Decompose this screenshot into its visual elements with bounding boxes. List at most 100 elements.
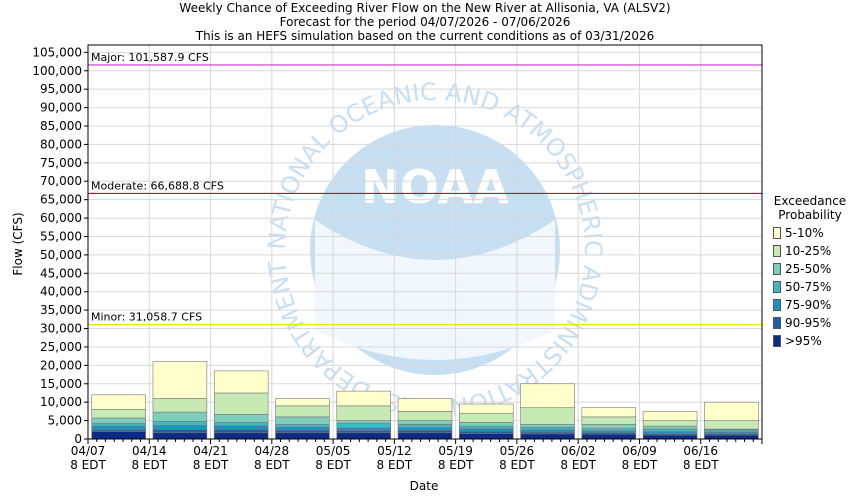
bar-segment	[213, 414, 269, 423]
legend-label: >95%	[785, 334, 822, 348]
x-tick-label-date: 04/21	[193, 444, 228, 458]
bar-segment	[459, 430, 514, 434]
bar-segment	[91, 425, 146, 431]
x-tick-label-time: 8 EDT	[560, 458, 596, 472]
bar-segment	[91, 422, 146, 427]
x-tick-label-date: 06/09	[622, 444, 657, 458]
x-tick-label-time: 8 EDT	[683, 458, 719, 472]
legend-item: 90-95%	[770, 314, 850, 332]
week-bar	[397, 398, 453, 440]
y-axis-title: Flow (CFS)	[11, 212, 25, 275]
bar-segment	[581, 433, 637, 440]
bar-segment	[91, 431, 146, 440]
x-tick-label-time: 8 EDT	[622, 458, 658, 472]
x-tick-label-time: 8 EDT	[315, 458, 351, 472]
bar-segment	[152, 411, 208, 422]
legend-item: >95%	[770, 332, 850, 350]
bar-segment	[397, 429, 453, 434]
x-tick-label-time: 8 EDT	[131, 458, 167, 472]
bar-segment	[213, 370, 269, 394]
bar-segment	[581, 428, 637, 432]
y-tick-label: 100,000	[32, 64, 82, 78]
bar-segment	[336, 422, 391, 429]
x-tick-label-time: 8 EDT	[499, 458, 535, 472]
legend-label: 90-95%	[785, 316, 832, 330]
bar-segment	[213, 425, 269, 430]
bar-segment	[520, 383, 575, 409]
x-tick-label-date: 05/26	[500, 444, 535, 458]
bar-segment	[152, 421, 208, 426]
bar-segment	[275, 432, 330, 440]
x-tick-label-time: 8 EDT	[438, 458, 474, 472]
bar-segment	[704, 401, 759, 421]
y-tick-label: 70,000	[40, 174, 82, 188]
bar-segment	[336, 390, 391, 407]
legend-title-line-1: Exceedance	[773, 194, 847, 208]
x-axis-title: Date	[410, 479, 439, 493]
bar-segment	[459, 428, 514, 432]
x-tick-label-date: 04/07	[71, 444, 106, 458]
legend-label: 75-90%	[785, 298, 832, 312]
legend-swatch	[773, 263, 781, 275]
bar-segment	[397, 423, 453, 428]
bar-segment	[397, 411, 453, 421]
bar-segment	[275, 405, 330, 418]
y-tick-label: 85,000	[40, 119, 82, 133]
bar-segment	[642, 420, 698, 427]
chart-title: Weekly Chance of Exceeding River Flow on…	[0, 1, 850, 43]
bar-segment	[397, 432, 453, 440]
bar-segment	[91, 394, 146, 410]
y-tick-label: 0	[74, 432, 82, 446]
bar-segment	[152, 398, 208, 413]
bar-segment	[152, 361, 208, 399]
legend: Exceedance Probability 5-10% 10-25% 25-50%…	[770, 194, 850, 350]
bar-segment	[91, 417, 146, 424]
x-tick-label-date: 06/02	[561, 444, 596, 458]
bar-segment	[275, 426, 330, 431]
bar-segment	[336, 405, 391, 421]
bar-segment	[459, 433, 514, 440]
week-bar	[520, 383, 575, 440]
legend-swatch	[773, 335, 781, 347]
x-tick-label-date: 04/14	[132, 444, 167, 458]
y-tick-label: 25,000	[40, 340, 82, 354]
legend-label: 25-50%	[785, 262, 832, 276]
bar-segment	[642, 428, 698, 432]
bar-segment	[581, 407, 637, 418]
bar-segment	[704, 420, 759, 430]
bar-segment	[459, 403, 514, 414]
y-tick-label: 40,000	[40, 285, 82, 299]
bar-segment	[581, 423, 637, 429]
title-line-2: Forecast for the period 04/07/2026 - 07/…	[279, 15, 571, 29]
bar-segment	[275, 416, 330, 425]
y-tick-label: 55,000	[40, 229, 82, 243]
bar-segment	[275, 429, 330, 434]
week-bar	[459, 403, 514, 440]
legend-swatch	[773, 299, 781, 311]
bar-segment	[642, 411, 698, 421]
bar-segment	[581, 416, 637, 425]
bar-segment	[336, 430, 391, 434]
legend-item: 5-10%	[770, 224, 850, 242]
bar-segment	[642, 434, 698, 440]
x-tick-label-date: 05/05	[316, 444, 351, 458]
legend-item: 10-25%	[770, 242, 850, 260]
bar-segment	[520, 433, 575, 440]
bar-segment	[397, 398, 453, 412]
x-tick-label-date: 04/28	[255, 444, 290, 458]
x-tick-label-time: 8 EDT	[193, 458, 229, 472]
week-bar	[581, 407, 637, 440]
legend-item: 25-50%	[770, 260, 850, 278]
y-tick-label: 60,000	[40, 211, 82, 225]
title-line-3: This is an HEFS simulation based on the …	[195, 29, 655, 43]
week-bar	[213, 370, 269, 440]
x-tick-label-time: 8 EDT	[254, 458, 290, 472]
x-tick-label-time: 8 EDT	[377, 458, 413, 472]
y-tick-label: 20,000	[40, 358, 82, 372]
bar-segment	[213, 429, 269, 434]
axes: 0 5,000 10,000 15,000 20,000 25,000 30,000 35,0…	[32, 44, 763, 472]
threshold-label: Minor: 31,058.7 CFS	[91, 311, 202, 324]
legend-title-line-2: Probability	[778, 208, 842, 222]
threshold-label: Moderate: 66,688.8 CFS	[91, 179, 224, 192]
